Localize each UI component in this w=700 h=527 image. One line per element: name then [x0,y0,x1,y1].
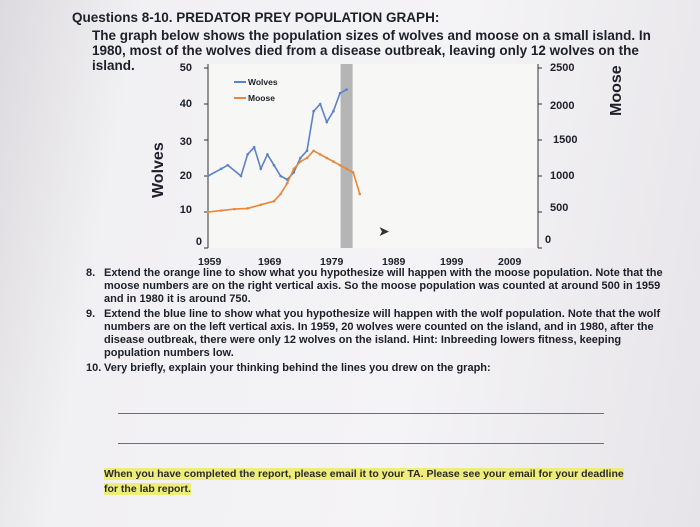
moose-data-point [338,163,342,167]
wolves-tick-label: 50 [179,62,192,74]
moose-data-point [233,207,236,211]
moose-tick-label: 1000 [550,170,575,182]
disease-outbreak-band [340,64,353,248]
wolves-tick-label: 0 [195,236,202,248]
plot-area [208,64,538,248]
year-tick-label: 1999 [440,256,464,268]
moose-tick-label: 0 [545,234,552,246]
answer-line[interactable] [118,413,604,414]
submission-note: When you have completed the report, plea… [104,467,624,497]
wolves-data-point [332,109,335,113]
question-9: 9. Extend the blue line to show what you… [86,308,676,360]
wolves-data-point [206,174,210,178]
questions-heading: Questions 8-10. PREDATOR PREY POPULATION… [72,10,440,25]
chart-plot [204,64,542,249]
wolves-data-point [305,149,309,153]
question-number: 9. [86,308,96,320]
wolves-tick-label: 40 [179,98,192,110]
wolves-data-point [246,153,249,156]
moose-data-point [358,192,362,196]
wolves-data-point [299,156,302,160]
wolves-legend-label: Wolves [248,77,278,87]
moose-data-point [318,153,322,156]
moose-tick-label: 500 [550,202,569,214]
question-number: 8. [86,267,96,279]
wolves-tick-label: 20 [179,170,192,182]
moose-data-point [206,210,210,214]
moose-legend-label: Moose [248,93,275,103]
year-tick-label: 1989 [382,256,406,268]
moose-axis-title: Moose [608,65,625,116]
moose-data-point [246,207,249,210]
wolves-data-point [266,153,269,156]
moose-data-point [219,209,223,212]
wolves-data-point [239,174,243,178]
submission-note-text: When you have completed the report, plea… [104,468,624,495]
chart-legend: Wolves Moose [234,74,278,106]
moose-data-point [292,167,296,171]
moose-data-point [351,171,355,174]
intro-paragraph: The graph below shows the population siz… [92,28,651,73]
question-8: 8. Extend the orange line to show what y… [86,267,676,306]
question-number: 10. [86,362,102,374]
moose-tick-label: 2500 [550,62,575,74]
year-tick-label: 1979 [320,256,344,268]
questions-list: 8. Extend the orange line to show what y… [86,267,676,377]
year-tick-label: 1959 [198,256,222,268]
wolves-tick-label: 30 [179,136,192,148]
wolves-tick-label: 10 [179,204,192,216]
wolves-series-line [207,88,347,181]
moose-data-point [279,192,282,196]
wolves-data-point [345,88,348,91]
question-10: 10. Very briefly, explain your thinking … [86,362,676,375]
wolves-data-point [338,91,342,95]
wolves-legend-swatch [234,81,246,83]
question-text: Extend the blue line to show what you hy… [104,308,661,359]
moose-data-point [345,167,348,171]
question-text: Very briefly, explain your thinking behi… [104,362,491,374]
wolves-data-point [312,109,315,113]
year-tick-label: 2009 [498,256,522,268]
year-tick-label: 1969 [258,256,282,268]
moose-legend-swatch [234,97,246,99]
moose-data-point [332,160,335,163]
wolves-data-point [272,163,276,167]
moose-data-point [305,156,309,160]
moose-data-point [259,203,263,207]
answer-line[interactable] [118,443,604,444]
legend-item-moose: Moose [234,90,278,106]
moose-data-point [312,149,315,153]
moose-tick-label: 2000 [550,100,575,112]
wolves-data-point [259,167,263,171]
moose-data-point [272,199,276,203]
legend-item-wolves: Wolves [234,74,278,90]
moose-data-point [299,160,302,163]
wolves-data-point [279,174,282,178]
cursor-arrow-icon: ➤ [378,223,390,239]
moose-tick-label: 1500 [553,134,578,146]
wolves-data-point [325,120,329,124]
wolves-axis-title: Wolves [150,142,167,198]
wolves-data-point [318,102,322,106]
question-text: Extend the orange line to show what you … [104,267,663,305]
wolves-data-point [226,163,230,167]
wolves-data-point [219,167,223,171]
predator-prey-chart: Wolves Moose 50 40 30 20 10 0 2500 2000 … [150,58,625,273]
wolves-data-point [252,145,256,149]
moose-data-point [325,156,329,160]
moose-data-point [285,181,289,185]
